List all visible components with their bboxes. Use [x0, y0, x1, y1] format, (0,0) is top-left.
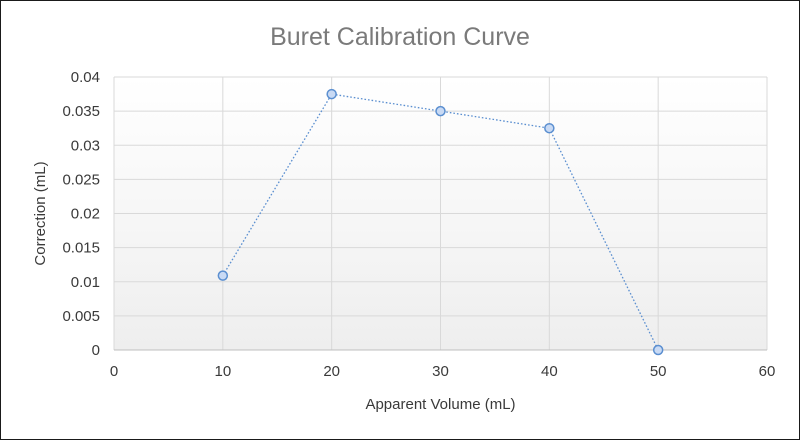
data-point: [652, 344, 664, 356]
x-tick-label: 0: [110, 363, 118, 380]
y-tick-label: 0.03: [71, 137, 100, 154]
x-tick-label: 30: [432, 363, 449, 380]
y-tick-label: 0.01: [71, 274, 100, 291]
y-tick-label: 0.015: [62, 240, 100, 257]
data-point: [435, 105, 446, 117]
y-axis-title: Correction (mL): [32, 161, 49, 265]
chart-title: Buret Calibration Curve: [270, 23, 530, 51]
y-tick-label: 0.005: [62, 308, 100, 325]
axes: 0 0.005 0.01 0.015 0.02 0.025 0.03 0.035 0.04 0 10…: [62, 69, 775, 380]
data-point: [326, 88, 337, 100]
labels: Buret Calibration Curve Apparent Volume …: [32, 23, 530, 413]
x-tick-label: 40: [541, 363, 558, 380]
x-tick-label: 20: [323, 363, 340, 380]
y-tick-label: 0: [92, 342, 100, 359]
y-tick-label: 0.02: [71, 206, 100, 223]
series-layer: [217, 88, 664, 356]
grid-lines: [113, 76, 768, 351]
data-point: [217, 270, 229, 281]
data-point: [544, 122, 555, 134]
x-tick-label: 50: [650, 363, 667, 380]
x-axis-title: Apparent Volume (mL): [365, 396, 515, 413]
x-tick-label: 60: [759, 363, 776, 380]
y-tick-label: 0.04: [71, 69, 100, 86]
x-tick-label: 10: [214, 363, 231, 380]
y-tick-label: 0.035: [62, 103, 100, 120]
y-tick-label: 0.025: [62, 171, 100, 188]
